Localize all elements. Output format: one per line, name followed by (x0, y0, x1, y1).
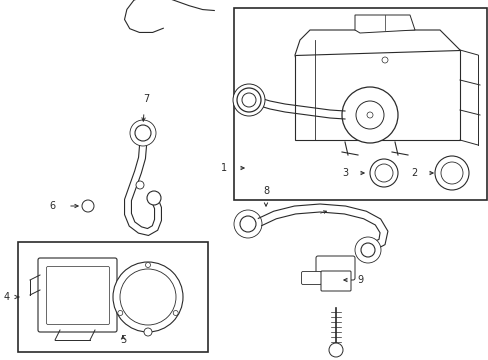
FancyBboxPatch shape (38, 258, 117, 332)
Circle shape (135, 125, 151, 141)
Circle shape (374, 164, 392, 182)
FancyBboxPatch shape (315, 256, 354, 280)
Circle shape (434, 156, 468, 190)
Circle shape (145, 262, 150, 267)
Circle shape (130, 120, 156, 146)
Polygon shape (354, 15, 414, 33)
Text: 6: 6 (50, 201, 56, 211)
Circle shape (354, 237, 380, 263)
Text: 9: 9 (356, 275, 363, 285)
FancyBboxPatch shape (301, 271, 321, 284)
Circle shape (136, 181, 143, 189)
Circle shape (355, 101, 383, 129)
Circle shape (173, 310, 178, 315)
Circle shape (381, 57, 387, 63)
Text: 4: 4 (4, 292, 10, 302)
Bar (234, 8, 486, 200)
Circle shape (440, 162, 462, 184)
Circle shape (366, 112, 372, 118)
Polygon shape (294, 50, 459, 140)
Circle shape (118, 310, 122, 315)
FancyBboxPatch shape (320, 271, 350, 291)
Circle shape (232, 84, 264, 116)
FancyBboxPatch shape (46, 266, 109, 324)
Circle shape (240, 216, 256, 232)
Circle shape (143, 328, 152, 336)
Text: 8: 8 (263, 186, 268, 196)
Circle shape (113, 262, 183, 332)
Text: 2: 2 (410, 168, 416, 178)
Bar (18, 242, 207, 352)
Text: 3: 3 (341, 168, 347, 178)
Text: 5: 5 (120, 335, 126, 345)
Circle shape (120, 269, 176, 325)
Text: 1: 1 (221, 163, 226, 173)
Circle shape (82, 200, 94, 212)
Circle shape (341, 87, 397, 143)
Circle shape (237, 88, 261, 112)
Polygon shape (294, 30, 459, 80)
Circle shape (234, 210, 262, 238)
Circle shape (147, 191, 161, 205)
Circle shape (360, 243, 374, 257)
Text: 7: 7 (142, 94, 149, 104)
Circle shape (242, 93, 256, 107)
Circle shape (369, 159, 397, 187)
Circle shape (328, 343, 342, 357)
